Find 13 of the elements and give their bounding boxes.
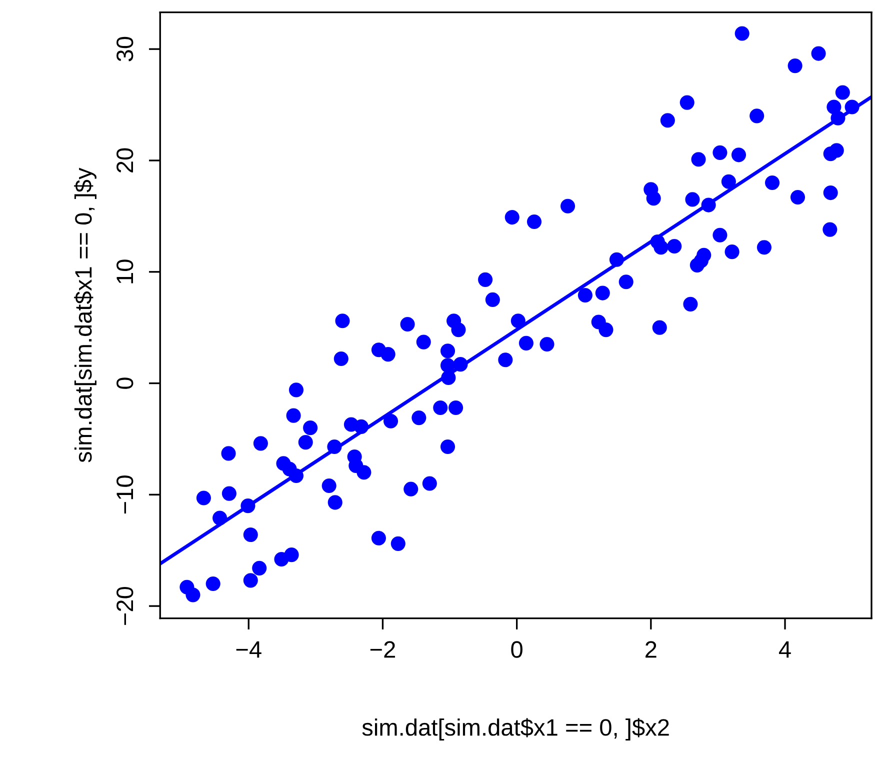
y-tick-label: 20 xyxy=(116,148,134,172)
x-tick-label: −4 xyxy=(236,641,262,658)
y-tick-label: −20 xyxy=(116,586,134,625)
y-tick-label: −10 xyxy=(116,476,134,514)
y-tick-label: 0 xyxy=(116,378,134,389)
x-tick-label: 0 xyxy=(511,641,522,658)
y-axis-title: sim.dat[sim.dat$x1 == 0, ]$y xyxy=(74,168,96,462)
x-tick-label: 2 xyxy=(646,641,656,658)
x-tick-label: −2 xyxy=(370,641,395,658)
y-tick-label: 10 xyxy=(116,260,134,284)
y-tick-label: 30 xyxy=(116,36,134,62)
x-axis-title: sim.dat[sim.dat$x1 == 0, ]$x2 xyxy=(362,718,669,740)
x-tick-label: 4 xyxy=(778,641,791,658)
